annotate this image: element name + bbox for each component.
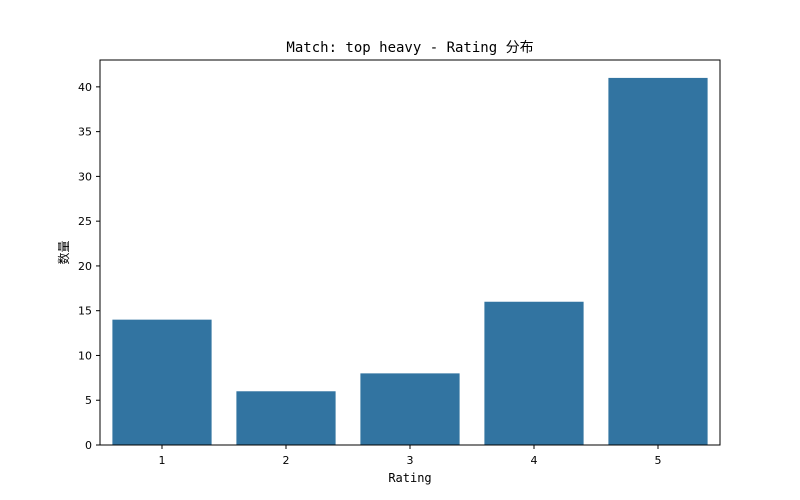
- bar-rating-5: [608, 77, 708, 445]
- y-tick-label: 0: [85, 439, 92, 452]
- bar-rating-3: [360, 373, 460, 445]
- y-tick-label: 5: [85, 394, 92, 407]
- x-tick-label: 1: [159, 454, 166, 467]
- y-tick-label: 40: [78, 81, 92, 94]
- x-axis-label: Rating: [388, 471, 431, 485]
- y-tick-label: 35: [78, 126, 92, 139]
- x-axis-ticks: 1 2 3 4 5: [159, 445, 662, 467]
- y-tick-label: 25: [78, 215, 92, 228]
- bars-group: [112, 77, 708, 445]
- y-tick-label: 10: [78, 349, 92, 362]
- chart-title: Match: top heavy - Rating 分布: [286, 40, 533, 56]
- bar-rating-1: [112, 319, 212, 445]
- y-axis-ticks: 0 5 10 15 20 25 30 35 40: [78, 81, 100, 452]
- plot-frame: [99, 59, 721, 446]
- y-tick-label: 15: [78, 305, 92, 318]
- bar-rating-4: [484, 301, 584, 445]
- x-tick-label: 2: [283, 454, 290, 467]
- y-axis-label: 数量: [56, 240, 71, 264]
- bar-rating-2: [236, 391, 336, 445]
- x-tick-label: 4: [531, 454, 538, 467]
- x-tick-label: 3: [407, 454, 414, 467]
- y-tick-label: 30: [78, 170, 92, 183]
- x-tick-label: 5: [655, 454, 662, 467]
- y-tick-label: 20: [78, 260, 92, 273]
